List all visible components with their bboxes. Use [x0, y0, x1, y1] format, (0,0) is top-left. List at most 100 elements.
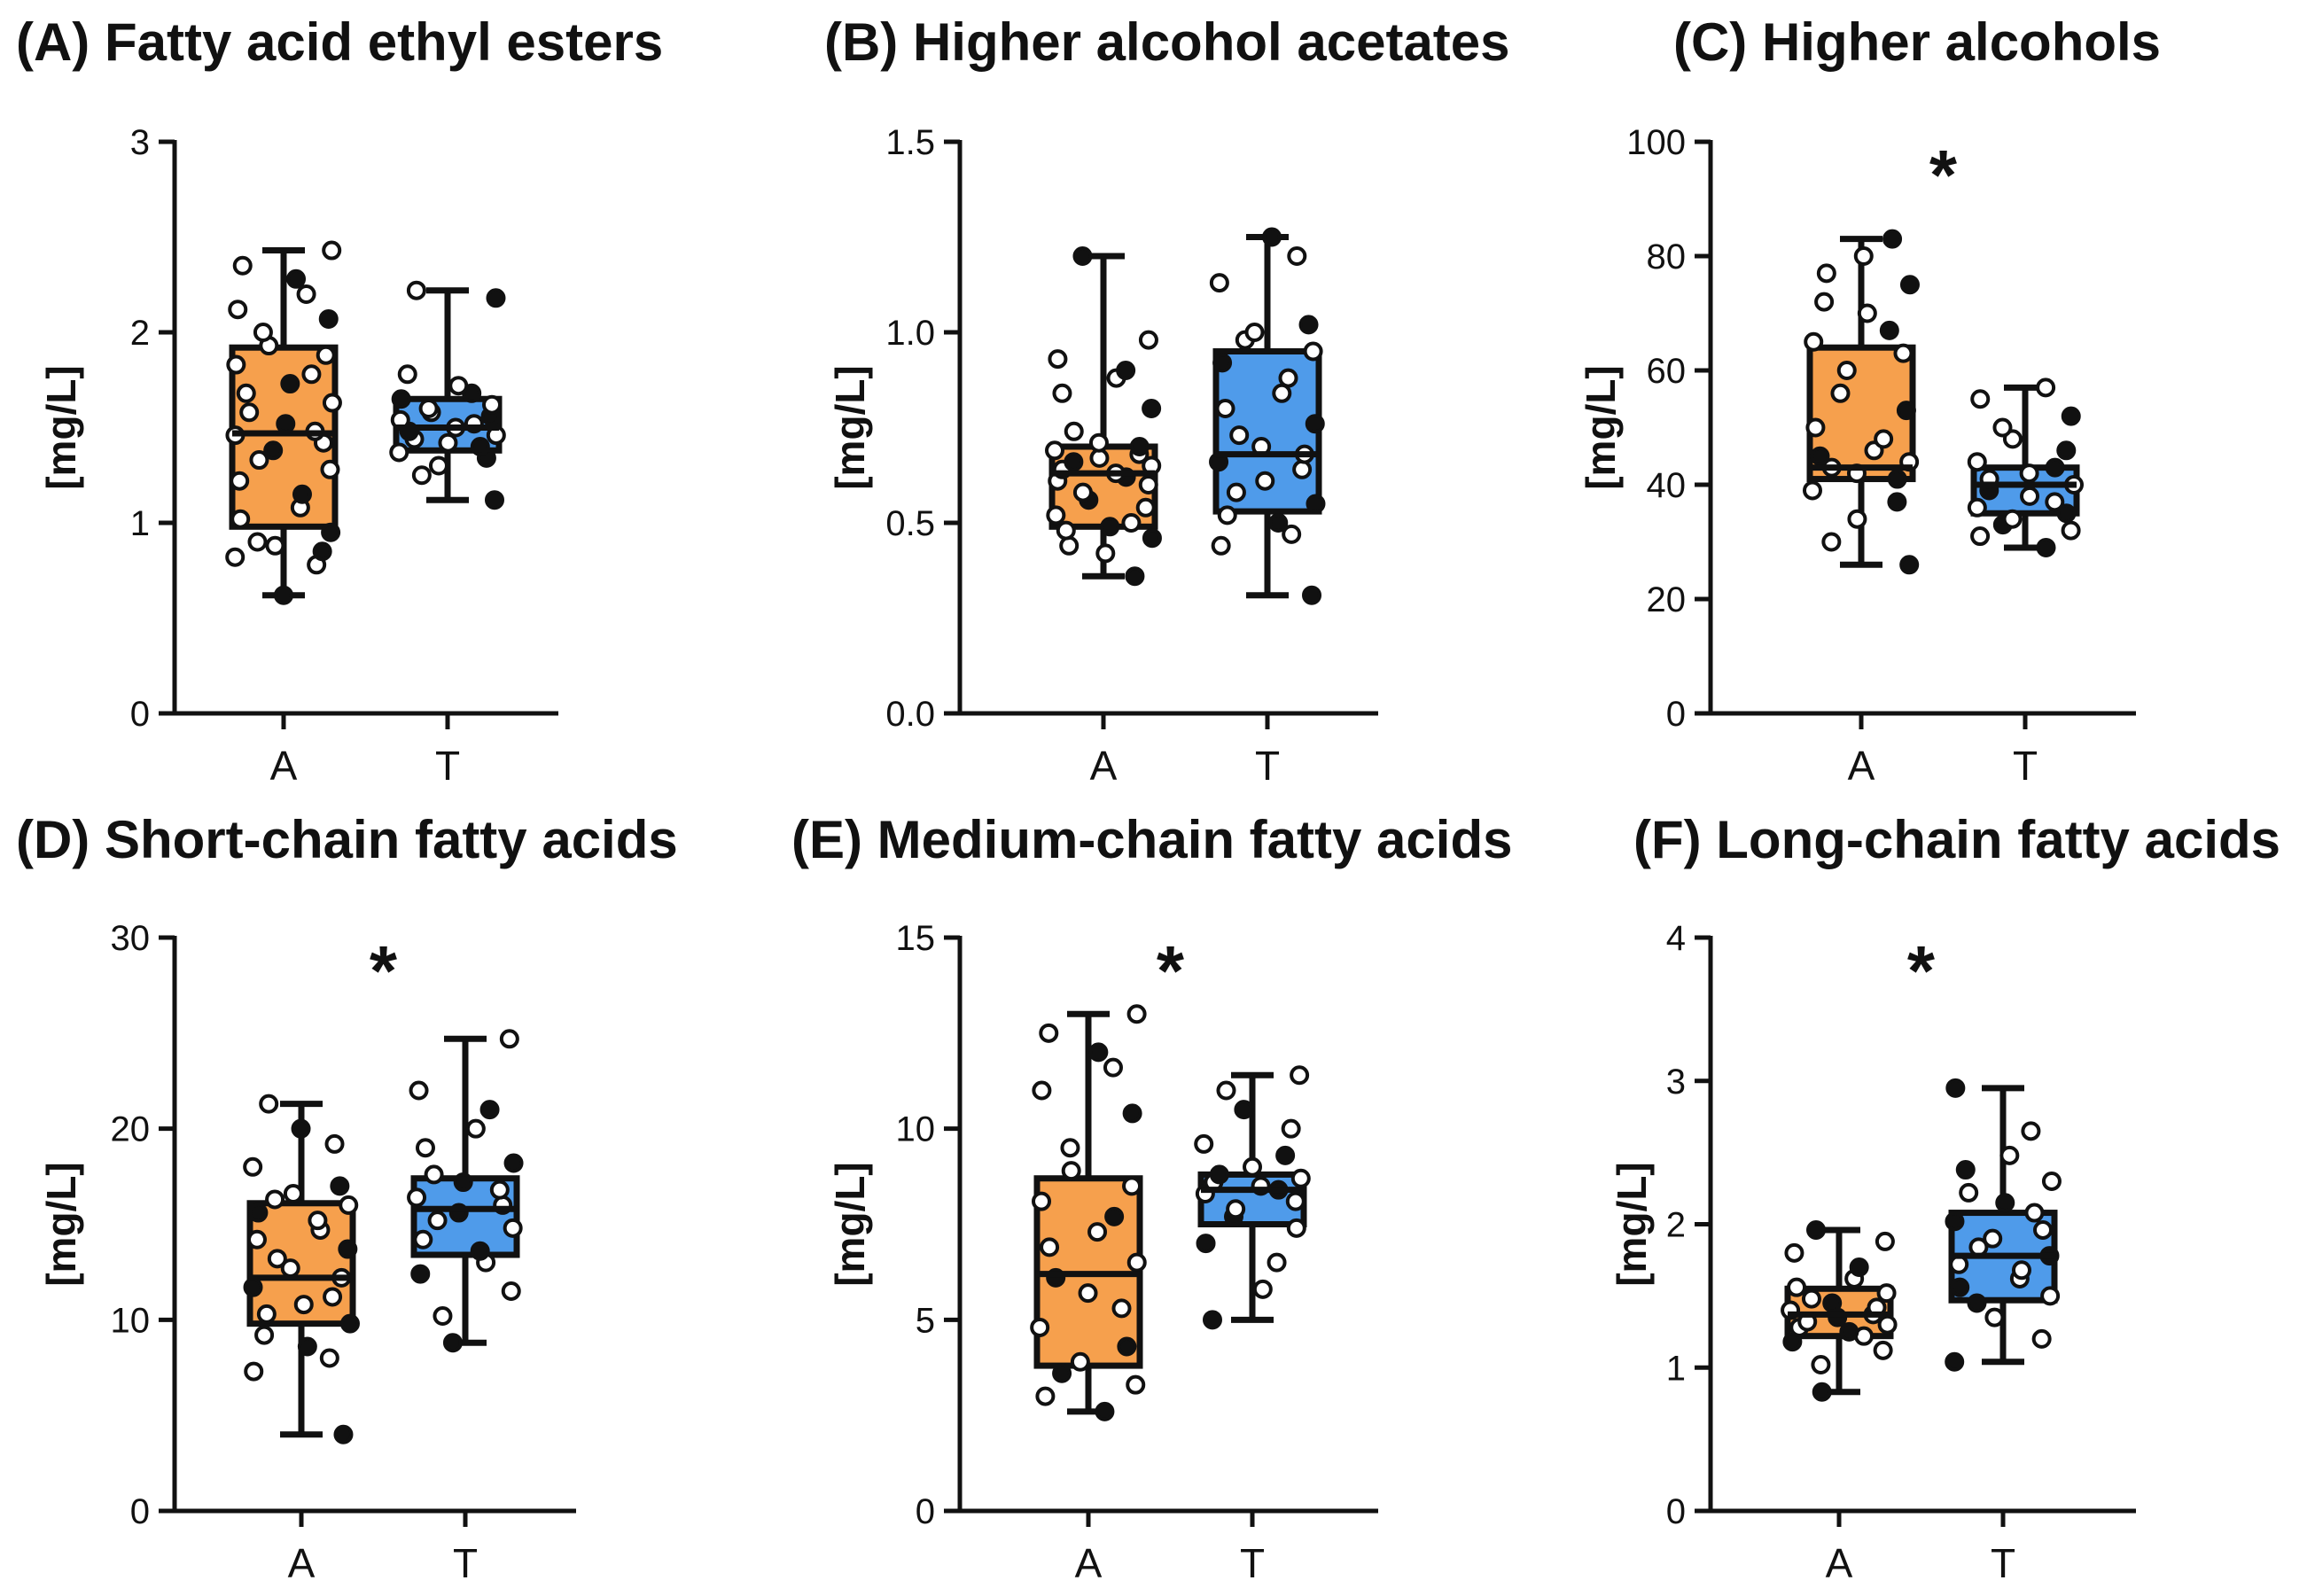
data-point — [1887, 469, 1907, 489]
significance-marker: * — [370, 931, 398, 1010]
series-A — [1781, 1219, 1898, 1402]
y-axis-label: [mg/L] — [38, 365, 84, 490]
data-point — [1999, 1145, 2020, 1165]
data-point — [339, 1195, 359, 1215]
y-axis-label: [mg/L] — [1578, 365, 1624, 490]
data-point — [1805, 417, 1826, 438]
chart-panel-4: (E) Medium-chain fatty acids [mg/L] 0 5 10 15… — [791, 810, 1512, 1586]
data-point — [1229, 425, 1250, 446]
data-point — [424, 1164, 444, 1185]
data-point — [1095, 543, 1116, 564]
x-tick-label: A — [1090, 743, 1118, 789]
data-point — [1129, 437, 1150, 456]
data-point — [479, 1100, 500, 1120]
panel-title: (D) Short-chain fatty acids — [16, 810, 678, 869]
chart-panel-0: (A) Fatty acid ethyl esters [mg/L] 0 1 2 3 A T — [16, 12, 663, 789]
data-point — [286, 269, 307, 289]
data-point — [2021, 1121, 2041, 1141]
data-point — [438, 432, 458, 453]
data-point — [489, 1179, 510, 1200]
data-point — [1217, 505, 1237, 526]
x-tick-label: T — [2013, 743, 2038, 789]
data-point — [263, 440, 284, 461]
y-tick-label: 0 — [916, 1492, 935, 1531]
x-tick-label: T — [1991, 1540, 2015, 1586]
data-point — [1059, 535, 1080, 556]
data-point — [411, 465, 432, 486]
panel-title: (E) Medium-chain fatty acids — [791, 810, 1512, 869]
data-point — [1209, 273, 1229, 293]
data-point — [407, 1187, 427, 1208]
data-point — [1117, 1336, 1137, 1357]
x-tick-label: A — [1848, 743, 1875, 789]
y-tick-label: 1 — [1666, 1349, 1686, 1388]
x-tick-label: A — [270, 743, 298, 789]
y-tick-label: 0.5 — [885, 504, 935, 543]
data-point — [2024, 1203, 2045, 1223]
data-point — [1899, 275, 1920, 295]
data-point — [239, 402, 260, 423]
data-point — [249, 450, 269, 471]
data-point — [1060, 1138, 1080, 1158]
data-point — [1126, 1374, 1146, 1395]
data-point — [1787, 1277, 1807, 1297]
x-tick-label: T — [1240, 1540, 1265, 1586]
data-point — [1876, 1283, 1897, 1304]
y-tick-label: 20 — [111, 1110, 151, 1149]
data-point — [320, 459, 340, 479]
y-tick-label: 0 — [1666, 1492, 1686, 1531]
data-point — [1061, 1161, 1081, 1181]
data-point — [1039, 1023, 1059, 1043]
significance-marker: * — [1157, 931, 1185, 1010]
data-point — [230, 509, 251, 529]
data-point — [2040, 1286, 2061, 1306]
data-point — [1945, 1351, 1965, 1372]
data-point — [1839, 1321, 1859, 1342]
data-point — [246, 1229, 267, 1250]
data-point — [2036, 378, 2056, 398]
data-point — [1281, 1118, 1301, 1139]
data-point — [1945, 1211, 1965, 1232]
data-point — [1290, 1065, 1310, 1086]
data-point — [427, 1211, 448, 1231]
data-point — [1811, 1355, 1831, 1375]
data-point — [1970, 389, 1991, 409]
data-point — [1303, 341, 1323, 362]
data-point — [339, 1313, 360, 1334]
box-iqr — [1806, 344, 1916, 483]
data-point — [499, 1029, 519, 1049]
data-point — [1896, 401, 1916, 421]
data-point — [243, 1277, 263, 1297]
series-T — [1209, 227, 1326, 605]
y-tick-label: 1 — [130, 504, 150, 543]
data-point — [338, 1239, 358, 1259]
data-point — [1226, 1199, 1246, 1219]
data-point — [484, 490, 504, 510]
data-point — [1857, 303, 1877, 323]
data-point — [230, 471, 250, 491]
data-point — [1088, 432, 1109, 453]
data-point — [1984, 1307, 2005, 1327]
significance-marker: * — [1929, 136, 1958, 214]
data-point — [322, 240, 342, 261]
data-point — [322, 393, 342, 413]
y-tick-label: 30 — [111, 919, 151, 958]
data-point — [296, 284, 316, 304]
data-point — [1122, 1103, 1142, 1124]
data-point — [433, 1306, 453, 1327]
data-point — [465, 1118, 486, 1139]
chart-panel-5: (F) Long-chain fatty acids [mg/L] 0 1 2 3 4 A T * — [1609, 810, 2280, 1586]
data-point — [1226, 482, 1246, 502]
series-T — [1967, 378, 2084, 557]
data-point — [410, 1264, 431, 1284]
data-point — [1877, 1314, 1898, 1335]
data-point — [1072, 482, 1093, 502]
data-point — [267, 1249, 287, 1269]
data-point — [1243, 1156, 1263, 1177]
data-point — [406, 280, 426, 300]
data-point — [1142, 528, 1162, 549]
y-axis-label: [mg/L] — [827, 365, 873, 490]
data-point — [1849, 1257, 1869, 1278]
data-point — [409, 1080, 429, 1101]
data-point — [1100, 517, 1120, 537]
